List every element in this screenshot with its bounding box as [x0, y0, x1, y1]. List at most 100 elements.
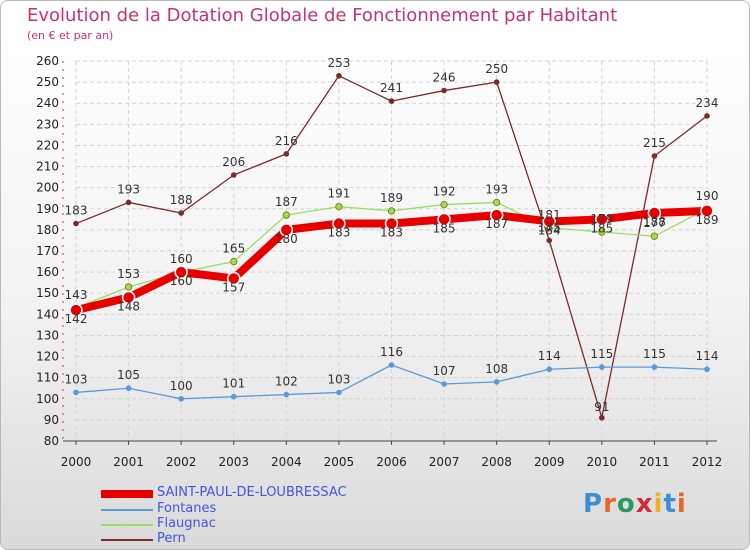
- data-label-saint-paul: 148: [117, 299, 140, 313]
- logo-letter: r: [603, 489, 617, 519]
- y-tick-label: 250: [36, 75, 59, 89]
- point-saint-paul[interactable]: [174, 265, 188, 279]
- data-label-saint-paul: 189: [696, 213, 719, 227]
- point-saint-paul[interactable]: [121, 290, 136, 305]
- data-label-fontanes: 114: [696, 349, 719, 363]
- y-tick-label: 210: [36, 160, 59, 174]
- point-flaugnac[interactable]: [440, 200, 448, 209]
- point-saint-paul[interactable]: [489, 208, 504, 222]
- point-fontanes[interactable]: [704, 366, 710, 373]
- point-fontanes[interactable]: [546, 366, 553, 373]
- logo-letter: P: [583, 489, 604, 519]
- data-label-saint-paul: 187: [485, 217, 508, 231]
- x-tick-label: 2000: [61, 455, 92, 469]
- point-pern[interactable]: [493, 79, 500, 85]
- y-tick-label: 120: [36, 350, 59, 364]
- legend-label-flaugnac: Flaugnac: [157, 516, 216, 531]
- data-label-flaugnac: 165: [222, 242, 245, 256]
- y-tick-label: 170: [36, 244, 59, 258]
- data-label-saint-paul: 185: [590, 221, 613, 235]
- y-tick-label: 260: [36, 54, 59, 68]
- point-flaugnac[interactable]: [598, 228, 606, 236]
- point-flaugnac[interactable]: [492, 198, 501, 207]
- y-tick-label: 220: [36, 138, 59, 152]
- point-saint-paul[interactable]: [700, 204, 714, 218]
- point-saint-paul[interactable]: [279, 223, 294, 237]
- logo-letter: i: [676, 489, 687, 519]
- point-flaugnac[interactable]: [124, 283, 133, 291]
- x-tick-label: 2008: [481, 455, 512, 469]
- x-tick-label: 2005: [324, 455, 355, 469]
- data-label-flaugnac: 153: [117, 267, 140, 281]
- point-pern[interactable]: [441, 87, 447, 94]
- data-label-saint-paul: 183: [380, 226, 403, 240]
- point-fontanes[interactable]: [441, 381, 447, 387]
- point-saint-paul[interactable]: [227, 271, 241, 286]
- legend-item-pern[interactable]: Pern: [101, 531, 401, 547]
- legend-item-flaugnac[interactable]: Flaugnac: [101, 516, 401, 532]
- x-tick-label: 2006: [376, 455, 407, 469]
- point-fontanes[interactable]: [283, 391, 290, 398]
- x-tick-label: 2004: [271, 455, 302, 469]
- data-label-pern: 241: [380, 81, 403, 95]
- data-label-flaugnac: 143: [65, 288, 88, 302]
- y-tick-label: 80: [44, 434, 59, 448]
- point-pern[interactable]: [178, 210, 184, 216]
- point-pern[interactable]: [704, 113, 710, 119]
- data-label-saint-paul: 142: [65, 312, 88, 326]
- y-tick-label: 90: [44, 413, 59, 427]
- point-fontanes[interactable]: [230, 393, 237, 400]
- point-flaugnac[interactable]: [335, 202, 343, 211]
- point-pern[interactable]: [230, 172, 237, 178]
- point-fontanes[interactable]: [178, 395, 184, 402]
- data-label-flaugnac: 190: [696, 189, 719, 203]
- point-pern[interactable]: [651, 153, 658, 159]
- point-fontanes[interactable]: [73, 389, 79, 396]
- point-saint-paul[interactable]: [437, 212, 451, 227]
- point-pern[interactable]: [336, 72, 342, 79]
- point-fontanes[interactable]: [388, 362, 395, 368]
- point-fontanes[interactable]: [599, 364, 605, 370]
- data-label-flaugnac: 160: [170, 252, 193, 266]
- data-label-fontanes: 105: [117, 368, 140, 382]
- point-saint-paul[interactable]: [69, 303, 83, 317]
- y-tick-label: 160: [36, 265, 59, 279]
- x-tick-label: 2003: [218, 455, 249, 469]
- point-fontanes[interactable]: [651, 364, 658, 370]
- data-label-saint-paul: 160: [170, 274, 193, 288]
- legend-item-fontanes[interactable]: Fontanes: [101, 501, 401, 517]
- data-label-pern: 253: [327, 56, 350, 70]
- point-saint-paul[interactable]: [384, 216, 399, 231]
- data-label-pern: 175: [538, 220, 561, 234]
- point-saint-paul[interactable]: [647, 206, 662, 220]
- point-fontanes[interactable]: [125, 385, 132, 392]
- point-flaugnac[interactable]: [387, 207, 396, 215]
- point-pern[interactable]: [73, 220, 79, 227]
- y-tick-label: 180: [36, 223, 59, 237]
- point-pern[interactable]: [599, 414, 605, 421]
- point-fontanes[interactable]: [493, 379, 500, 385]
- point-saint-paul[interactable]: [332, 216, 346, 231]
- point-flaugnac[interactable]: [282, 211, 291, 219]
- point-flaugnac[interactable]: [230, 257, 238, 266]
- legend-label-pern: Pern: [157, 531, 186, 546]
- proxiti-logo: Proxiti: [583, 489, 687, 519]
- point-fontanes[interactable]: [336, 389, 342, 396]
- point-saint-paul[interactable]: [595, 212, 609, 227]
- data-label-flaugnac: 187: [275, 195, 298, 209]
- legend-swatch-fontanes: [101, 509, 153, 511]
- x-tick-label: 2011: [639, 455, 670, 469]
- point-saint-paul[interactable]: [542, 214, 556, 229]
- logo-letter: x: [635, 489, 654, 519]
- point-pern[interactable]: [388, 98, 395, 104]
- data-label-fontanes: 115: [643, 347, 666, 361]
- point-pern[interactable]: [125, 199, 132, 206]
- point-pern[interactable]: [546, 237, 553, 244]
- legend-item-saint-paul[interactable]: SAINT-PAUL-DE-LOUBRESSAC: [101, 485, 401, 501]
- point-pern[interactable]: [283, 151, 290, 157]
- point-flaugnac[interactable]: [650, 232, 659, 240]
- data-label-pern: 188: [170, 193, 193, 207]
- data-label-fontanes: 103: [327, 372, 350, 386]
- data-label-fontanes: 107: [433, 364, 456, 378]
